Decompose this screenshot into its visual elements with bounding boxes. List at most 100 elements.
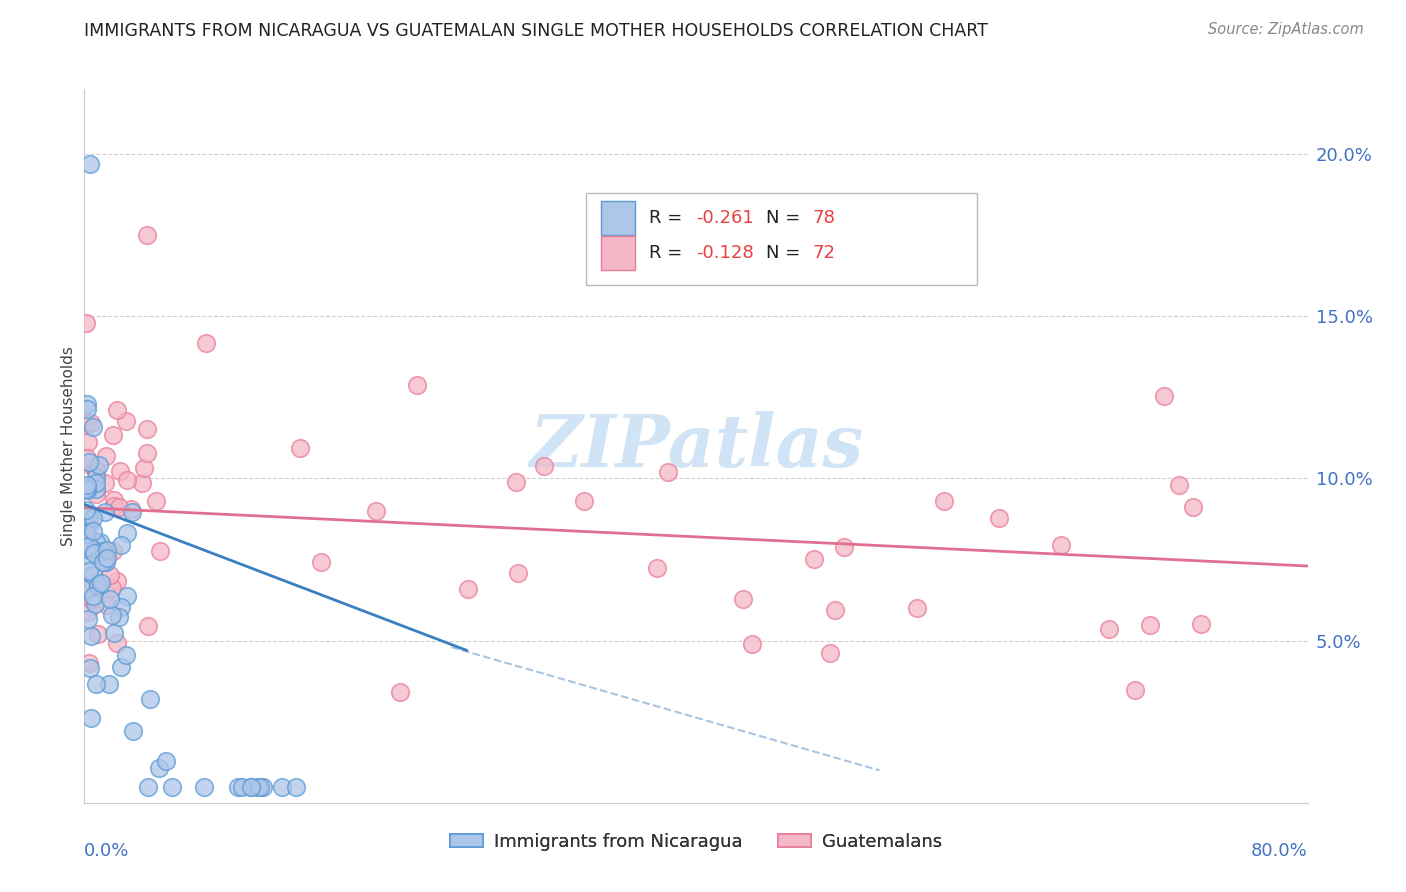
Text: R =: R = <box>650 244 689 262</box>
Point <box>84 677 107 691</box>
Y-axis label: Single Mother Households: Single Mother Households <box>60 346 76 546</box>
Point <box>76 478 98 492</box>
Point <box>149 544 172 558</box>
Point <box>89 535 111 549</box>
Point <box>75 518 97 533</box>
Point <box>75 508 97 523</box>
Point <box>271 780 294 794</box>
Point <box>231 780 253 794</box>
Point <box>96 598 118 612</box>
Point <box>77 656 100 670</box>
Point <box>84 475 107 490</box>
FancyBboxPatch shape <box>600 201 636 235</box>
Point <box>84 470 107 484</box>
Point <box>108 464 131 478</box>
Point <box>76 555 98 569</box>
Point <box>508 566 530 581</box>
Point <box>96 543 118 558</box>
Point <box>84 535 107 549</box>
Point <box>76 402 98 417</box>
Point <box>87 579 110 593</box>
Point <box>90 576 112 591</box>
Point <box>75 483 97 497</box>
Text: -0.128: -0.128 <box>696 244 754 262</box>
Point <box>80 416 103 430</box>
Point <box>80 591 103 606</box>
Legend: Immigrants from Nicaragua, Guatemalans: Immigrants from Nicaragua, Guatemalans <box>443 826 949 858</box>
Point <box>79 660 101 674</box>
Point <box>75 582 97 597</box>
Point <box>987 511 1010 525</box>
Point <box>76 543 98 558</box>
Point <box>155 754 177 768</box>
Point <box>1189 616 1212 631</box>
Text: 0.0%: 0.0% <box>84 842 129 860</box>
Point <box>76 481 98 495</box>
Point <box>96 450 118 464</box>
Point <box>288 441 311 455</box>
Point <box>82 589 104 603</box>
Point <box>657 465 679 479</box>
Point <box>824 603 846 617</box>
Point <box>98 568 121 582</box>
Point <box>645 561 668 575</box>
Point <box>84 463 107 477</box>
Point <box>80 541 103 556</box>
Point <box>101 607 124 622</box>
Point <box>103 626 125 640</box>
Point <box>79 157 101 171</box>
Point <box>139 691 162 706</box>
Point <box>1182 500 1205 514</box>
Point <box>121 505 143 519</box>
Point <box>249 780 271 794</box>
Point <box>731 591 754 606</box>
Point <box>388 685 411 699</box>
Point <box>120 501 142 516</box>
Point <box>136 228 159 243</box>
Point <box>87 627 110 641</box>
Point <box>193 780 215 794</box>
Text: 72: 72 <box>813 244 835 262</box>
FancyBboxPatch shape <box>586 193 977 285</box>
Point <box>94 475 117 490</box>
Point <box>101 428 124 442</box>
Point <box>115 525 138 540</box>
Point <box>115 473 138 487</box>
Point <box>77 516 100 531</box>
Point <box>134 460 156 475</box>
Text: N =: N = <box>766 244 806 262</box>
Point <box>252 780 274 794</box>
Point <box>76 397 98 411</box>
Text: N =: N = <box>766 209 806 227</box>
Point <box>75 539 97 553</box>
Point <box>115 414 138 428</box>
Point <box>82 524 104 538</box>
Point <box>1098 623 1121 637</box>
Point <box>136 619 159 633</box>
Point <box>364 504 387 518</box>
Point <box>80 458 103 473</box>
Point <box>136 780 159 794</box>
Point <box>818 646 841 660</box>
Point <box>240 780 263 794</box>
Point <box>309 555 332 569</box>
Point <box>77 530 100 544</box>
Point <box>122 723 145 738</box>
Point <box>136 445 159 459</box>
Point <box>82 576 104 591</box>
Point <box>226 780 249 794</box>
Point <box>103 493 125 508</box>
Point <box>457 582 479 597</box>
Point <box>84 463 107 477</box>
Point <box>75 523 97 537</box>
Point <box>75 525 97 540</box>
Point <box>80 629 103 643</box>
Point <box>77 455 100 469</box>
Point <box>194 336 217 351</box>
Point <box>110 537 132 551</box>
Point <box>96 551 118 566</box>
Point <box>114 648 136 662</box>
Point <box>741 637 763 651</box>
Point <box>77 612 100 626</box>
Point <box>83 546 105 560</box>
